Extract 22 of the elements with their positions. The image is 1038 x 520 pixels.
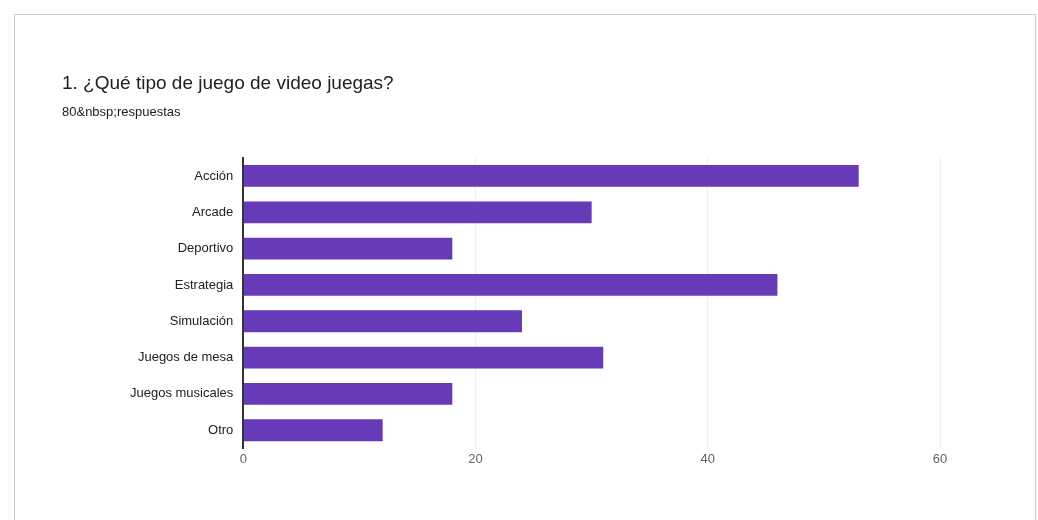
bar: [243, 346, 604, 369]
bar: [243, 274, 778, 296]
bar: [243, 419, 383, 442]
y-tick-label: Arcade: [192, 203, 234, 219]
y-tick-label: Estrategia: [174, 276, 235, 292]
y-tick-label: Deportivo: [177, 240, 234, 256]
bar: [243, 201, 592, 224]
text: 80&nbsp;respuestas: [62, 104, 181, 119]
x-tick-label: 40: [700, 450, 716, 466]
y-tick-label: Juegos musicales: [130, 385, 234, 401]
y-tick-label: Simulación: [169, 312, 234, 328]
y-tick-label: Juegos de mesa: [137, 349, 235, 365]
y-tick-label: Otro: [208, 421, 234, 437]
bar: [243, 165, 859, 187]
x-tick-label: 20: [468, 450, 483, 466]
bar: [243, 383, 453, 405]
x-tick-label: 0: [239, 450, 247, 466]
x-tick-label: 60: [932, 450, 948, 466]
bar: [243, 237, 453, 260]
bar: [243, 310, 522, 333]
y-tick-label: Acción: [194, 167, 234, 183]
chart-title: 1. ¿Qué tipo de juego de video juegas?: [62, 72, 394, 94]
